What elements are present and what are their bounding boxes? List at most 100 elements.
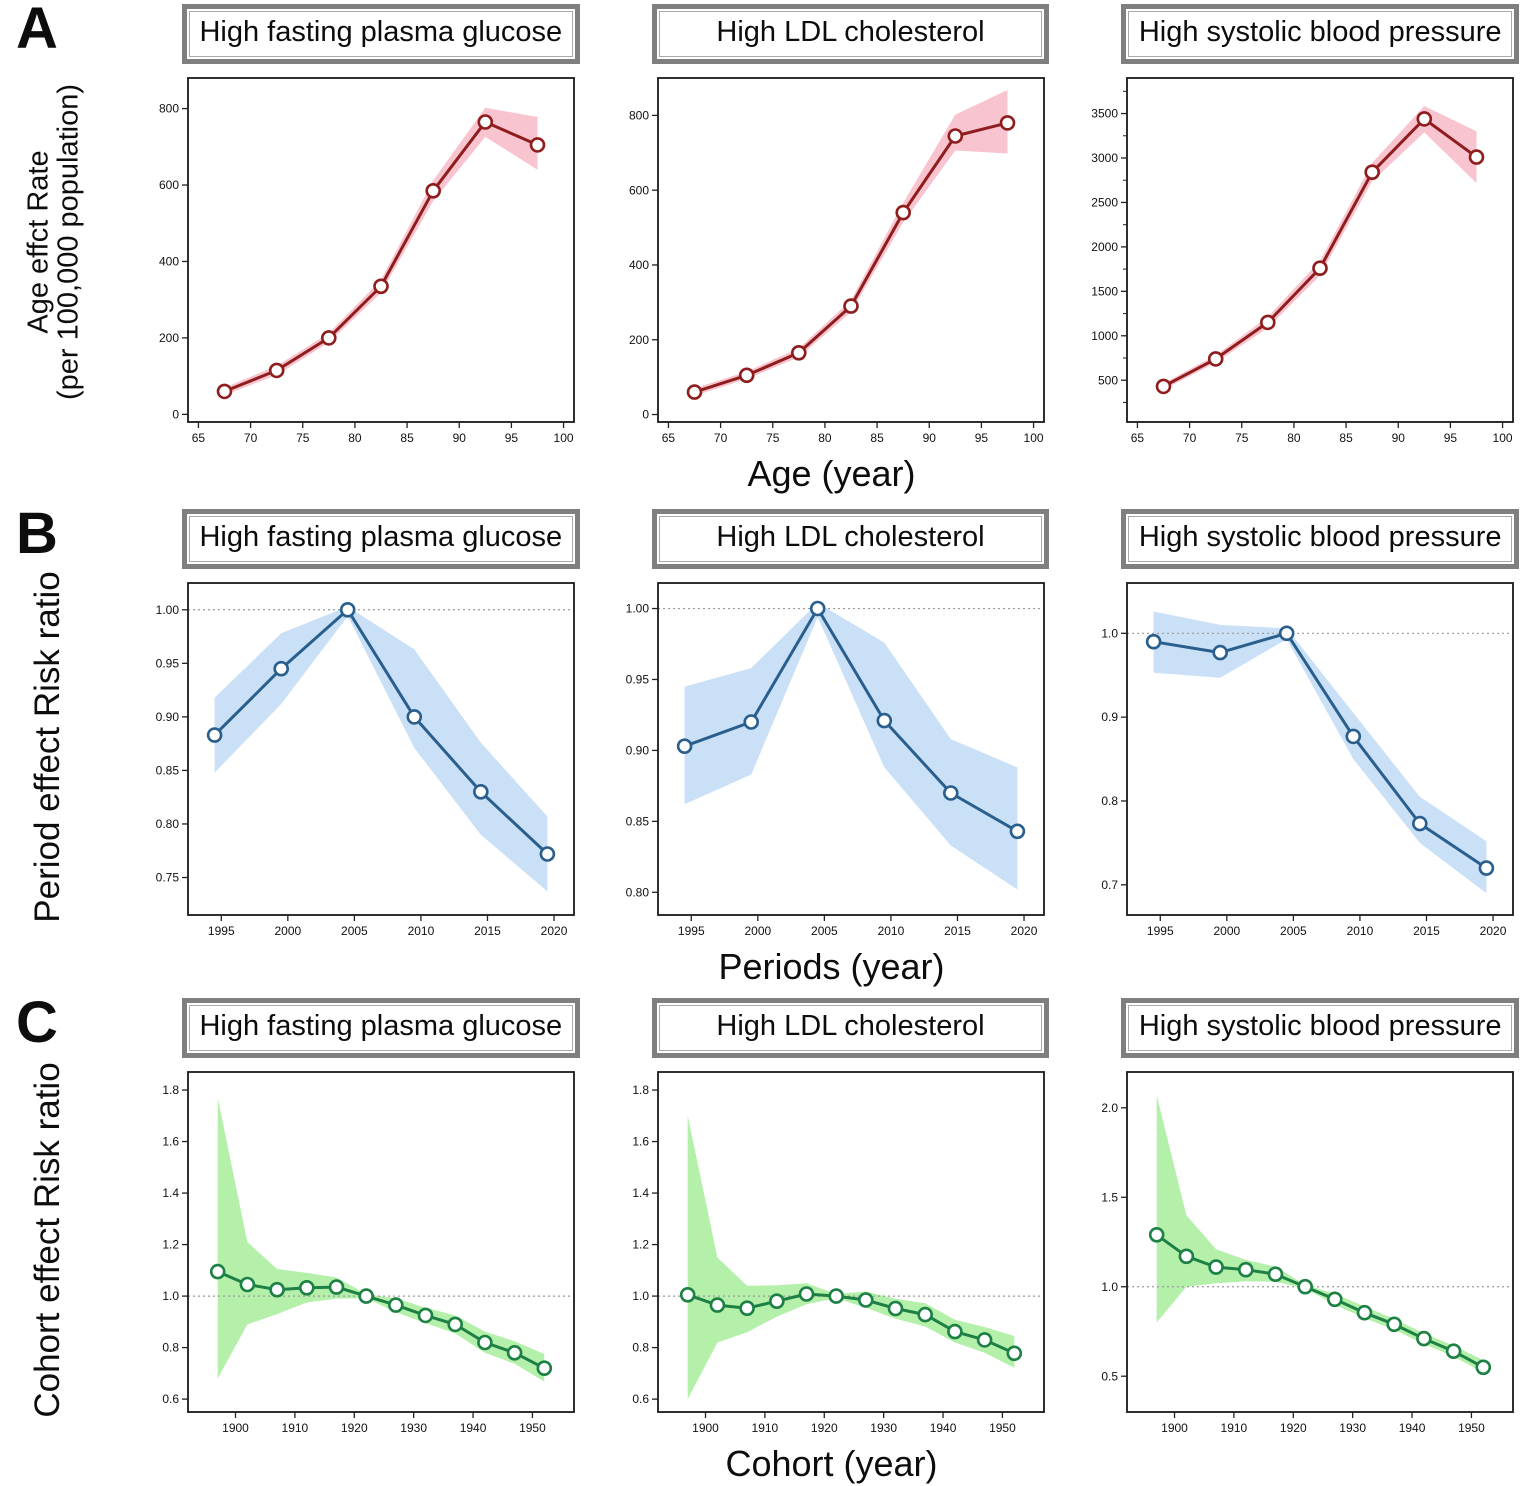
chart-area: 0.6 0.8 1.0 1.2 1.4 1.6 1.8 1900 1910 1920 1930 194…	[142, 1064, 582, 1442]
x-axis-tick-label: 1950	[1458, 1421, 1485, 1435]
chart-svg-A-2: 500 1000 1500 2000 2500 3000 3500 65 70 75 80 85 90 9…	[1092, 77, 1515, 445]
y-axis-label-A: Age effct Rate (per 100,000 population)	[22, 84, 85, 400]
y-axis-tick-label: 3000	[1092, 151, 1119, 165]
x-axis-tick-label: 85	[400, 431, 414, 445]
row-C: C Cohort effect Risk ratio High fasting …	[0, 994, 1535, 1485]
plot-border	[656, 77, 1045, 423]
data-point-marker	[536, 1360, 553, 1377]
x-axis-tick-label: 2005	[341, 924, 368, 938]
y-axis-tick-label: 800	[629, 108, 649, 122]
confidence-band	[1153, 611, 1487, 894]
y-axis-tick-label: 0.80	[625, 886, 649, 900]
data-point-marker	[321, 330, 337, 346]
data-point-marker	[887, 1301, 903, 1317]
plot-border	[1126, 77, 1515, 423]
x-axis-tick-label: 100	[1493, 431, 1513, 445]
data-point-marker	[738, 1300, 755, 1317]
y-axis-tick-label: 1.8	[632, 1083, 649, 1097]
plot-border	[656, 1071, 1045, 1414]
y-axis-tick-label: 0	[642, 408, 649, 422]
x-axis-tick-label: 2015	[474, 924, 501, 938]
chart-area: 500 1000 1500 2000 2500 3000 3500 65 70 75 80 85 90 9…	[1081, 70, 1521, 452]
x-axis-tick-label: 95	[974, 431, 988, 445]
chart-area: 0.5 1.0 1.5 2.0 1900 1910 1920 1930 1940 1950	[1081, 1064, 1521, 1442]
y-axis-tick-label: 1.2	[162, 1238, 179, 1252]
plot-border	[187, 1071, 575, 1414]
x-axis-label-cohort: Cohort (year)	[725, 1443, 938, 1485]
y-axis-tick-label: 1.6	[632, 1135, 649, 1149]
x-axis-tick-label: 2020	[1480, 924, 1507, 938]
y-axis-tick-label: 0.8	[1102, 794, 1119, 808]
chart-area: 0 200 400 600 800 65 70 75 80 85 90 95 100	[142, 70, 582, 452]
panel-B-ldl: High LDL cholesterol 0.80 0.85 0.90 0.95 1.0…	[612, 509, 1052, 945]
chart-svg-C-1: 0.6 0.8 1.0 1.2 1.4 1.6 1.8 1900 1910 1920 1930 194…	[632, 1071, 1045, 1435]
x-axis-tick-label: 1930	[870, 1421, 897, 1435]
data-point-marker	[1212, 644, 1229, 661]
data-point-marker	[529, 137, 546, 153]
y-axis-label-B: Period effect Risk ratio	[28, 571, 68, 922]
x-axis-tick-label: 2000	[1214, 924, 1241, 938]
x-axis-tick-label: 100	[1023, 431, 1043, 445]
x-axis-tick-label: 90	[922, 431, 936, 445]
data-point-marker	[1149, 1227, 1165, 1243]
y-axis-label-C: Cohort effect Risk ratio	[28, 1063, 68, 1418]
data-point-marker	[946, 1324, 963, 1340]
x-axis-tick-label: 90	[1392, 431, 1406, 445]
x-axis-label-periods: Periods (year)	[718, 946, 945, 988]
data-point-marker	[209, 1264, 226, 1280]
y-axis-tick-label: 0.85	[625, 815, 649, 829]
x-axis-tick-label: 1930	[1340, 1421, 1367, 1435]
row-letter-B: B	[16, 501, 58, 567]
trend-line	[223, 120, 539, 393]
data-point-marker	[1156, 378, 1172, 395]
panel-title: High fasting plasma glucose	[199, 521, 563, 554]
panel-title: High LDL cholesterol	[716, 521, 985, 554]
x-axis-tick-label: 2020	[541, 924, 568, 938]
data-point-marker	[768, 1293, 785, 1310]
data-point-marker	[358, 1288, 374, 1305]
data-point-marker	[743, 714, 759, 730]
y-axis-tick-label: 0	[172, 407, 179, 421]
data-point-marker	[679, 1287, 696, 1303]
x-axis-tick-label: 95	[1444, 431, 1458, 445]
data-point-marker	[1208, 1259, 1225, 1276]
data-point-marker	[676, 738, 693, 755]
x-axis-tick-label: 1940	[1399, 1421, 1426, 1435]
y-axis-tick-label: 0.7	[1102, 878, 1119, 892]
data-point-marker	[1469, 149, 1485, 165]
data-point-marker	[216, 383, 233, 400]
x-axis-tick-label: 1995	[208, 924, 235, 938]
data-point-marker	[790, 344, 807, 361]
data-point-marker	[1345, 728, 1362, 745]
x-axis-tick-label: 1940	[929, 1421, 956, 1435]
data-point-marker	[895, 204, 911, 221]
panel-header: High fasting plasma glucose	[182, 4, 580, 64]
y-axis-tick-label: 800	[159, 102, 179, 116]
y-axis-tick-label: 400	[159, 255, 179, 269]
panel-title: High systolic blood pressure	[1138, 16, 1502, 48]
y-axis-tick-label: 400	[629, 258, 649, 272]
y-axis-tick-label: 2000	[1092, 240, 1119, 254]
data-point-marker	[1475, 1359, 1492, 1376]
data-point-marker	[1412, 815, 1428, 832]
y-axis-tick-label: 1.4	[162, 1187, 179, 1201]
y-axis-tick-label: 200	[629, 333, 649, 347]
confidence-band	[1163, 106, 1477, 390]
confidence-band	[684, 603, 1018, 890]
x-axis-tick-label: 1920	[341, 1421, 368, 1435]
x-axis-tick-label: 2000	[274, 924, 301, 938]
trend-line	[682, 607, 1019, 833]
x-axis-tick-label: 65	[192, 431, 206, 445]
plot-border	[187, 77, 575, 423]
y-axis-tick-label: 0.95	[156, 657, 180, 671]
confidence-band	[694, 90, 1008, 396]
y-axis-label-line: Age effct Rate	[22, 150, 55, 334]
chart-svg-A-1: 0 200 400 600 800 65 70 75 80 85 90 95 100	[629, 77, 1045, 445]
y-axis-tick-label: 1.0	[1102, 1280, 1119, 1294]
y-axis-tick-label: 0.90	[625, 744, 649, 758]
panel-header: High systolic blood pressure	[1121, 4, 1519, 64]
data-point-marker	[1386, 1316, 1403, 1333]
data-point-marker	[1327, 1291, 1343, 1308]
x-axis-tick-label: 2010	[1347, 924, 1374, 938]
panel-B-sbp: High systolic blood pressure 0.7 0.8 0.9 1.…	[1081, 509, 1521, 945]
